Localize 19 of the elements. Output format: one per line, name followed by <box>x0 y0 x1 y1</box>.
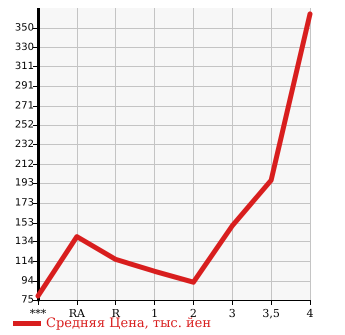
y-tick-label: 291 <box>14 80 34 92</box>
x-tick-label: 4 <box>306 307 314 320</box>
y-tick-label: 232 <box>14 139 34 150</box>
y-tick-label: 212 <box>14 158 34 170</box>
y-tick-label: 153 <box>14 217 34 228</box>
y-tick-label: 311 <box>14 60 34 72</box>
y-tick-label: 252 <box>14 119 34 130</box>
x-tick-label: 3,5 <box>262 307 280 320</box>
y-tick-label: 173 <box>14 197 34 208</box>
y-tick-label: 114 <box>14 256 34 267</box>
y-tick-label: 350 <box>14 22 34 34</box>
x-tick-label: 3 <box>228 307 236 320</box>
y-tick-label: 94 <box>21 276 34 287</box>
y-tick-label: 330 <box>14 42 34 54</box>
y-tick-label: 134 <box>14 236 34 248</box>
y-tick-label: 193 <box>14 178 34 189</box>
x-tick-label: *** <box>30 307 47 320</box>
y-tick-label: 75 <box>21 294 34 306</box>
y-tick-label: 271 <box>14 100 34 112</box>
